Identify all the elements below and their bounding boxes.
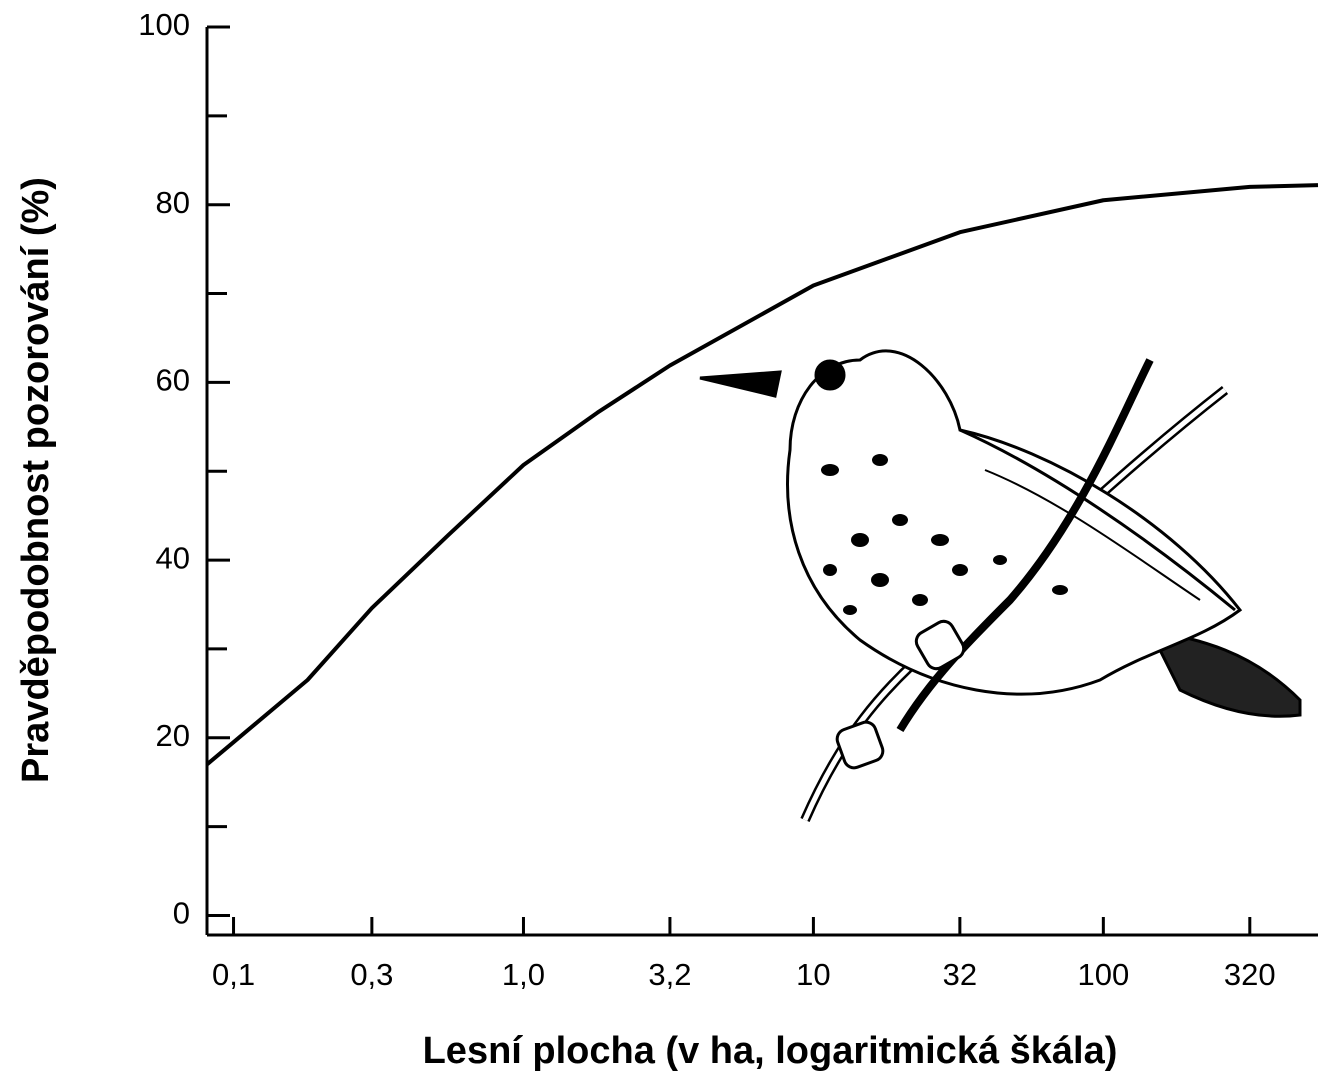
x-axis-label: Lesní plocha (v ha, logaritmická škála) <box>423 1030 1118 1072</box>
x-tick-label: 3,2 <box>648 957 691 992</box>
x-tick-label: 0,3 <box>350 957 393 992</box>
x-tick-label: 320 <box>1224 957 1276 992</box>
x-tick-label: 1,0 <box>502 957 545 992</box>
y-tick-label: 100 <box>138 7 190 42</box>
x-tick-label: 10 <box>796 957 830 992</box>
y-tick-label: 40 <box>156 540 190 575</box>
y-axis-label: Pravděpodobnost pozorování (%) <box>15 177 57 783</box>
y-tick-label: 20 <box>156 718 190 753</box>
y-tick-label: 0 <box>173 896 190 931</box>
bird-illustration <box>699 349 1302 823</box>
y-tick-label: 60 <box>156 363 190 398</box>
x-tick-label: 100 <box>1077 957 1129 992</box>
line <box>205 183 1319 766</box>
y-tick-label: 80 <box>156 185 190 220</box>
x-tick-label: 0,1 <box>212 957 255 992</box>
x-tick-label: 32 <box>943 957 977 992</box>
